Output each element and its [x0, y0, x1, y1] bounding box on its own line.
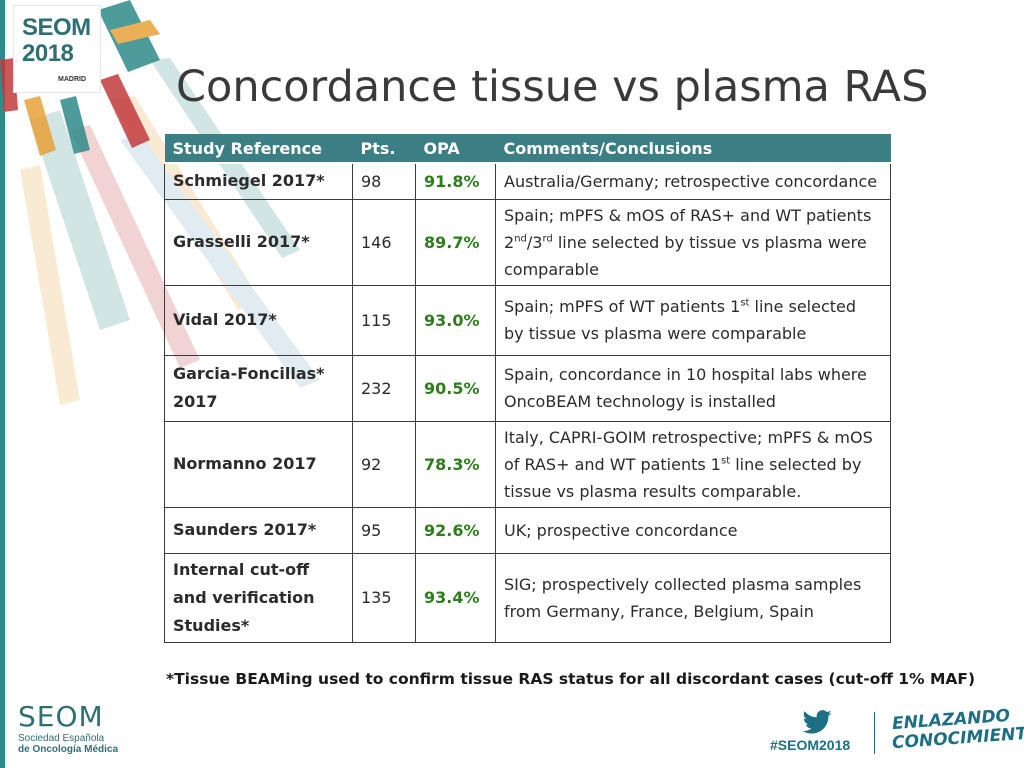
patient-count: 95: [352, 506, 416, 554]
table-row: Garcia-Foncillas* 2017 232 90.5% Spain, …: [164, 354, 891, 422]
table-row: Saunders 2017* 95 92.6% UK; prospective …: [164, 506, 891, 554]
comment: Spain; mPFS & mOS of RAS+ and WT patient…: [495, 198, 891, 286]
opa-value: 93.4%: [415, 552, 496, 643]
opa-value: 93.0%: [415, 284, 496, 356]
patient-count: 146: [352, 198, 416, 286]
table-row: Normanno 2017 92 78.3% Italy, CAPRI-GOIM…: [164, 420, 891, 508]
table-row: Vidal 2017* 115 93.0% Spain; mPFS of WT …: [164, 284, 891, 356]
logo-line-3: MADRID: [58, 76, 86, 83]
opa-value: 91.8%: [415, 162, 496, 200]
study-reference: Normanno 2017: [164, 420, 353, 508]
seom-footer-logo: SEOM Sociedad Española de Oncología Médi…: [18, 700, 118, 755]
seom-subtitle-2: de Oncología Médica: [18, 744, 119, 755]
comment: Spain; mPFS of WT patients 1st line sele…: [495, 284, 891, 356]
opa-value: 90.5%: [415, 354, 496, 422]
twitter-icon: [802, 710, 832, 734]
opa-value: 92.6%: [415, 506, 496, 554]
header-opa: OPA: [415, 134, 496, 164]
comment: Italy, CAPRI-GOIM retrospective; mPFS & …: [495, 420, 891, 508]
left-accent-bar: [0, 0, 5, 768]
comment: SIG; prospectively collected plasma samp…: [495, 552, 891, 643]
study-reference: Internal cut-off and verification Studie…: [164, 552, 353, 643]
hashtag: #SEOM2018: [770, 737, 851, 753]
patient-count: 135: [352, 552, 416, 643]
comment: Spain, concordance in 10 hospital labs w…: [495, 354, 891, 422]
logo-line-2: 2018: [22, 40, 74, 67]
table-row: Internal cut-off and verification Studie…: [164, 552, 891, 643]
opa-value: 78.3%: [415, 420, 496, 508]
concordance-table: Study Reference Pts. OPA Comments/Conclu…: [164, 134, 891, 643]
study-reference: Vidal 2017*: [164, 284, 353, 356]
seom-subtitle-1: Sociedad Española: [18, 733, 105, 744]
study-reference: Grasselli 2017*: [164, 198, 353, 286]
patient-count: 98: [352, 162, 416, 200]
logo-line-1: SEOM: [22, 14, 91, 41]
patient-count: 92: [352, 420, 416, 508]
table-row: Grasselli 2017* 146 89.7% Spain; mPFS & …: [164, 198, 891, 286]
comment: Australia/Germany; retrospective concord…: [495, 162, 891, 200]
study-reference: Garcia-Foncillas* 2017: [164, 354, 353, 422]
opa-value: 89.7%: [415, 198, 496, 286]
patient-count: 232: [352, 354, 416, 422]
study-reference: Saunders 2017*: [164, 506, 353, 554]
seom-wordmark: SEOM: [18, 700, 104, 733]
header-pts: Pts.: [352, 134, 416, 164]
header-comments: Comments/Conclusions: [495, 134, 891, 164]
footnote: *Tissue BEAMing used to confirm tissue R…: [166, 670, 976, 688]
comment: UK; prospective concordance: [495, 506, 891, 554]
seom-2018-logo: SEOM 2018 MADRID: [14, 6, 100, 92]
footer-divider: [874, 712, 875, 754]
table-row: Schmiegel 2017* 98 91.8% Australia/Germa…: [164, 162, 891, 200]
table-header-row: Study Reference Pts. OPA Comments/Conclu…: [164, 134, 891, 164]
study-reference: Schmiegel 2017*: [164, 162, 353, 200]
header-study-reference: Study Reference: [164, 134, 353, 164]
slide-title: Concordance tissue vs plasma RAS: [176, 62, 929, 112]
patient-count: 115: [352, 284, 416, 356]
